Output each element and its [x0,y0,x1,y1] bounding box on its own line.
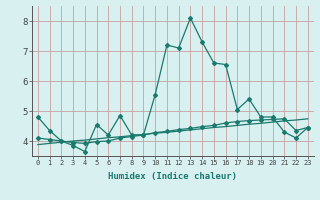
X-axis label: Humidex (Indice chaleur): Humidex (Indice chaleur) [108,172,237,181]
